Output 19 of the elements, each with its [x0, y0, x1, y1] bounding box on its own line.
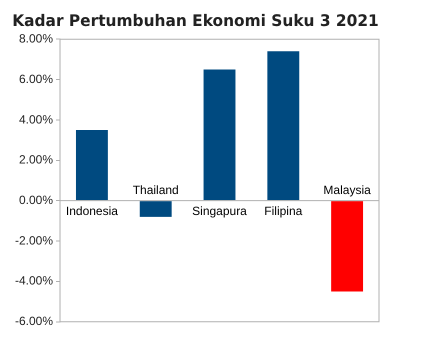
x-tick-label: Indonesia [66, 204, 118, 218]
y-tick-label: -2.00% [14, 233, 54, 248]
x-tick-label: Thailand [132, 183, 179, 197]
y-tick-label: 2.00% [18, 152, 54, 167]
y-tick-label: 6.00% [18, 72, 54, 86]
bar [76, 130, 108, 200]
x-tick-label: Singapura [192, 204, 248, 218]
y-tick-label: 8.00% [18, 32, 54, 46]
y-tick-label: 0.00% [18, 193, 54, 207]
bar [267, 51, 300, 200]
y-tick-label: 4.00% [18, 112, 54, 126]
bar [331, 201, 364, 292]
chart-title: Kadar Pertumbuhan Ekonomi Suku 3 2021 [12, 10, 379, 30]
y-tick-label: -6.00% [14, 314, 54, 328]
y-tick-label: -4.00% [14, 274, 54, 288]
bar [140, 201, 172, 217]
x-tick-label: Malaysia [323, 183, 372, 197]
bar [204, 69, 236, 200]
x-tick-label: Filipina [264, 204, 303, 218]
